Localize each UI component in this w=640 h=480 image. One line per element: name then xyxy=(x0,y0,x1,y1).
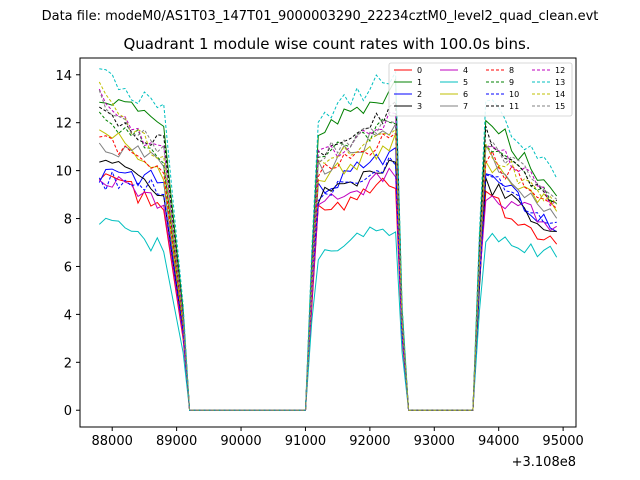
y-tick-label: 6 xyxy=(64,260,72,275)
x-tick-label: 94000 xyxy=(478,434,519,449)
y-tick-label: 2 xyxy=(64,356,72,371)
x-axis: 88000 89000 90000 91000 92000 93000 94000 95000 xyxy=(92,427,584,449)
legend-box xyxy=(388,62,573,117)
x-tick-label: 88000 xyxy=(92,434,133,449)
legend-label-15: 15 xyxy=(555,102,565,111)
legend-label-11: 11 xyxy=(509,102,519,111)
legend-label-9: 9 xyxy=(509,78,514,87)
y-axis: 0 2 4 6 8 10 12 14 xyxy=(55,69,80,419)
x-offset-label: +3.108e8 xyxy=(512,455,576,470)
legend-label-14: 14 xyxy=(555,90,565,99)
x-tick-label: 90000 xyxy=(220,434,261,449)
legend-label-1: 1 xyxy=(417,78,422,87)
x-tick-label: 89000 xyxy=(156,434,197,449)
series-line-12 xyxy=(98,88,558,411)
legend-label-3: 3 xyxy=(417,102,422,111)
plot-area xyxy=(80,58,576,427)
y-tick-label: 12 xyxy=(55,117,72,132)
x-tick-label: 93000 xyxy=(414,434,455,449)
series-line-8 xyxy=(99,132,558,411)
legend-label-4: 4 xyxy=(463,66,468,75)
y-tick-label: 14 xyxy=(55,69,72,84)
legend-label-10: 10 xyxy=(509,90,519,99)
legend-label-7: 7 xyxy=(463,102,468,111)
data-file-title: Data file: modeM0/AS1T03_147T01_90000032… xyxy=(42,9,599,24)
chart-title: Quadrant 1 module wise count rates with … xyxy=(123,35,530,53)
plot-frame xyxy=(79,57,577,428)
x-tick-label: 91000 xyxy=(285,434,326,449)
x-tick-label: 95000 xyxy=(542,434,583,449)
y-tick-label: 0 xyxy=(64,404,72,419)
y-tick-label: 4 xyxy=(64,308,72,323)
legend-label-12: 12 xyxy=(555,66,565,75)
series-layer xyxy=(98,68,558,411)
y-tick-label: 8 xyxy=(64,213,72,228)
legend-label-13: 13 xyxy=(555,78,565,87)
legend-label-2: 2 xyxy=(417,90,422,99)
legend-label-8: 8 xyxy=(509,66,514,75)
series-line-15 xyxy=(98,90,558,411)
legend-label-0: 0 xyxy=(417,66,422,75)
x-tick-label: 92000 xyxy=(349,434,390,449)
legend-label-5: 5 xyxy=(463,78,468,87)
y-tick-label: 10 xyxy=(55,165,72,180)
legend-label-6: 6 xyxy=(463,90,468,99)
